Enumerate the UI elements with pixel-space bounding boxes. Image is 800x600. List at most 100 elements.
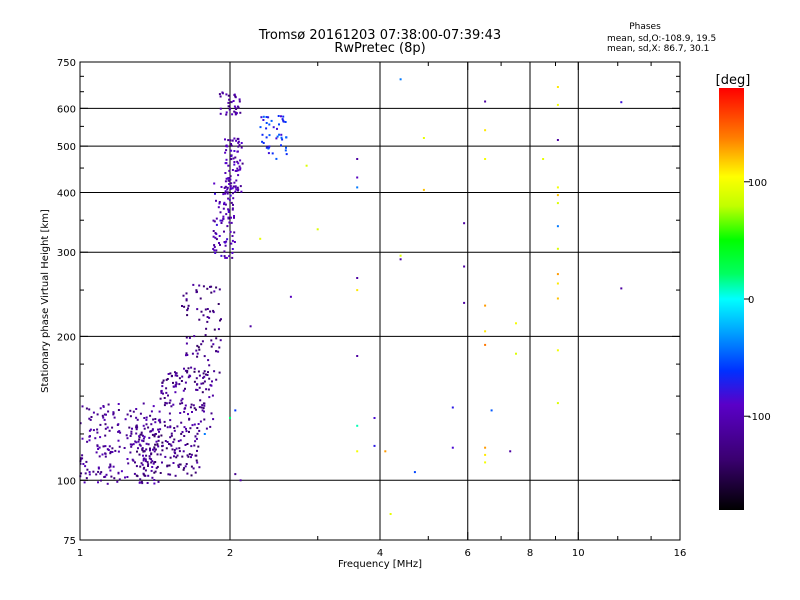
data-point <box>185 354 187 357</box>
data-point <box>143 417 146 419</box>
data-point <box>234 113 237 116</box>
data-point <box>99 472 102 475</box>
data-point <box>239 185 242 188</box>
data-point <box>285 136 288 139</box>
data-point <box>212 219 215 222</box>
data-point <box>196 344 199 347</box>
data-point <box>484 304 487 307</box>
data-point <box>484 330 487 333</box>
x-tick-label: 6 <box>465 548 471 559</box>
data-point <box>556 86 559 88</box>
data-point <box>191 352 194 355</box>
data-point <box>154 461 157 463</box>
data-point <box>237 145 240 148</box>
data-point <box>181 431 184 433</box>
data-point <box>136 418 139 421</box>
data-point <box>176 454 179 457</box>
data-point <box>154 418 157 420</box>
data-point <box>202 376 205 379</box>
data-point <box>95 473 98 476</box>
data-point <box>118 445 121 448</box>
data-point <box>111 426 114 429</box>
data-point <box>215 286 218 289</box>
data-point <box>205 373 207 376</box>
data-point <box>133 472 136 475</box>
data-point <box>114 449 117 452</box>
data-point <box>233 241 236 243</box>
data-point <box>281 138 284 141</box>
data-point <box>218 201 221 203</box>
data-point <box>180 432 183 435</box>
data-point <box>556 194 559 197</box>
data-point <box>179 402 182 405</box>
data-point <box>177 440 180 443</box>
data-point <box>185 463 188 465</box>
data-point <box>356 176 359 179</box>
data-point <box>159 453 162 456</box>
data-point <box>126 458 129 460</box>
data-point <box>200 310 203 313</box>
data-point <box>175 456 178 459</box>
data-point <box>196 308 199 311</box>
data-point <box>215 350 218 353</box>
data-point <box>184 387 186 390</box>
data-point <box>217 328 220 331</box>
data-point <box>97 481 99 484</box>
data-point <box>213 249 216 252</box>
data-point <box>356 289 359 292</box>
data-point <box>451 446 454 449</box>
data-point <box>235 112 238 115</box>
data-point <box>152 448 154 451</box>
data-point <box>217 206 220 209</box>
data-point <box>463 222 466 225</box>
data-point <box>198 466 201 469</box>
data-point <box>143 466 146 469</box>
data-point <box>232 100 235 102</box>
data-point <box>146 461 149 464</box>
data-point <box>97 448 100 450</box>
data-point <box>230 144 233 147</box>
data-point <box>129 415 132 418</box>
data-point <box>141 439 144 442</box>
data-point <box>208 316 211 319</box>
data-point <box>190 474 193 477</box>
data-point <box>154 443 157 446</box>
data-point <box>422 188 425 191</box>
data-point <box>556 273 559 276</box>
data-point <box>109 463 112 466</box>
data-point <box>231 256 234 259</box>
data-point <box>194 440 197 443</box>
data-point <box>224 172 227 174</box>
data-point <box>175 372 177 375</box>
data-point <box>178 450 181 453</box>
data-point <box>188 418 191 421</box>
data-point <box>231 207 234 210</box>
data-point <box>103 413 106 416</box>
data-point <box>135 474 138 477</box>
data-point <box>225 111 228 114</box>
data-point <box>233 216 235 219</box>
data-point <box>233 150 236 152</box>
data-point <box>282 119 285 122</box>
data-point <box>221 219 224 222</box>
data-point <box>170 434 173 437</box>
data-point <box>103 476 106 478</box>
data-point <box>230 182 233 185</box>
data-point <box>173 438 176 441</box>
data-point <box>162 392 164 395</box>
data-point <box>213 182 216 185</box>
data-point <box>232 197 235 200</box>
data-point <box>165 391 168 394</box>
data-point <box>198 429 201 432</box>
data-point <box>83 481 86 484</box>
data-point <box>187 376 190 379</box>
data-point <box>138 481 141 484</box>
data-point <box>204 308 207 311</box>
data-point <box>201 391 204 394</box>
data-point <box>139 412 142 415</box>
data-point <box>164 440 167 442</box>
data-point <box>356 186 359 189</box>
data-point <box>227 197 230 200</box>
data-point <box>136 450 138 453</box>
